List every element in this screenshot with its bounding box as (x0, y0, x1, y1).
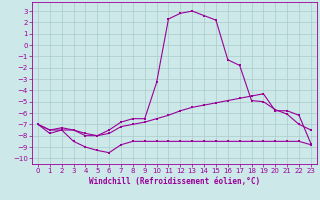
X-axis label: Windchill (Refroidissement éolien,°C): Windchill (Refroidissement éolien,°C) (89, 177, 260, 186)
